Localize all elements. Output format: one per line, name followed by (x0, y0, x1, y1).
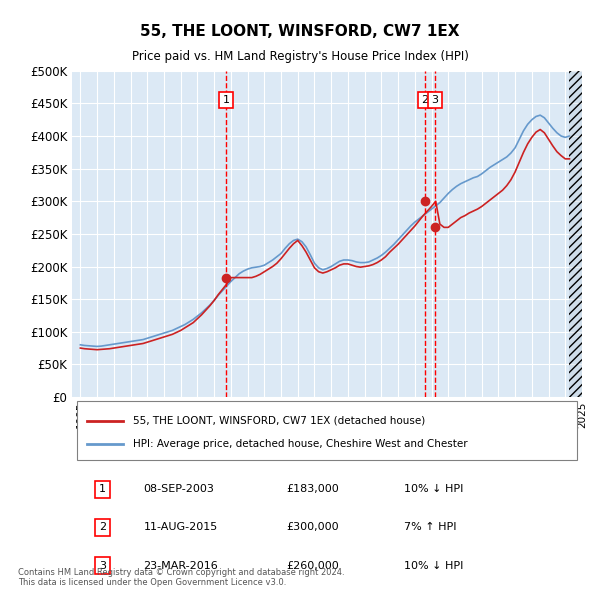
Text: £183,000: £183,000 (286, 484, 339, 494)
Text: Price paid vs. HM Land Registry's House Price Index (HPI): Price paid vs. HM Land Registry's House … (131, 50, 469, 63)
Text: 23-MAR-2016: 23-MAR-2016 (143, 560, 218, 571)
Bar (569, 71, 586, 397)
Text: Contains HM Land Registry data © Crown copyright and database right 2024.
This d: Contains HM Land Registry data © Crown c… (18, 568, 344, 587)
FancyBboxPatch shape (77, 401, 577, 460)
Text: 3: 3 (431, 95, 439, 105)
Text: £260,000: £260,000 (286, 560, 339, 571)
Text: 1: 1 (99, 484, 106, 494)
Text: 10% ↓ HPI: 10% ↓ HPI (404, 484, 463, 494)
Text: HPI: Average price, detached house, Cheshire West and Chester: HPI: Average price, detached house, Ches… (133, 439, 468, 449)
Text: £300,000: £300,000 (286, 523, 339, 532)
Text: 1: 1 (223, 95, 229, 105)
Text: 10% ↓ HPI: 10% ↓ HPI (404, 560, 463, 571)
Text: 2: 2 (99, 523, 106, 532)
Text: 55, THE LOONT, WINSFORD, CW7 1EX (detached house): 55, THE LOONT, WINSFORD, CW7 1EX (detach… (133, 415, 425, 425)
Text: 3: 3 (99, 560, 106, 571)
Text: 7% ↑ HPI: 7% ↑ HPI (404, 523, 456, 532)
Text: 2: 2 (421, 95, 428, 105)
Text: 08-SEP-2003: 08-SEP-2003 (143, 484, 214, 494)
Text: 55, THE LOONT, WINSFORD, CW7 1EX: 55, THE LOONT, WINSFORD, CW7 1EX (140, 24, 460, 38)
Text: 11-AUG-2015: 11-AUG-2015 (143, 523, 218, 532)
